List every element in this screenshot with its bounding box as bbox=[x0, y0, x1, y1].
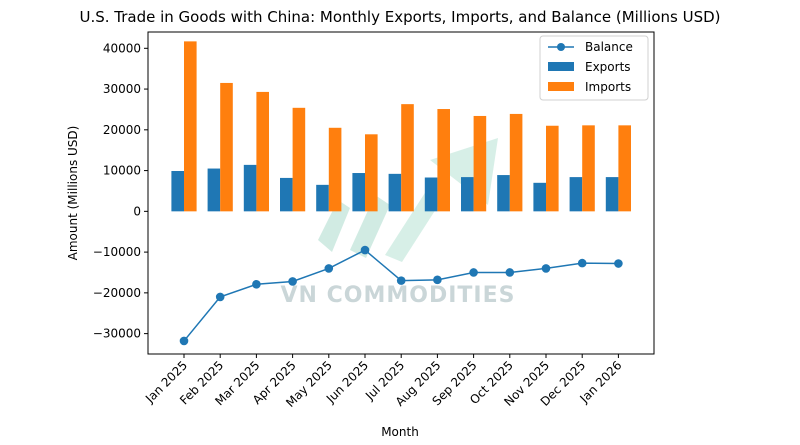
legend-imports-label: Imports bbox=[585, 80, 631, 94]
legend-balance-marker bbox=[557, 43, 565, 51]
imports-bar bbox=[582, 125, 595, 212]
imports-bar bbox=[292, 107, 306, 212]
imports-bar bbox=[401, 104, 414, 212]
imports-bar bbox=[184, 41, 197, 212]
imports-bar bbox=[328, 127, 342, 212]
balance-point bbox=[433, 275, 442, 285]
legend-balance-label: Balance bbox=[585, 40, 633, 54]
x-axis-label: Month bbox=[381, 425, 419, 439]
y-tick-label: 40000 bbox=[103, 41, 141, 55]
imports-bar bbox=[365, 134, 378, 212]
exports-bar bbox=[605, 177, 619, 212]
imports-bar bbox=[473, 115, 487, 212]
legend: Balance Exports Imports bbox=[539, 35, 649, 101]
legend-exports-swatch bbox=[548, 62, 574, 71]
exports-bar bbox=[388, 173, 402, 212]
imports-bar bbox=[618, 125, 631, 212]
watermark-text: VN COMMODITIES bbox=[281, 283, 516, 308]
y-tick-label: −10000 bbox=[93, 245, 141, 259]
exports-bar bbox=[243, 164, 257, 212]
exports-bar bbox=[207, 168, 221, 212]
exports-bar bbox=[461, 177, 474, 212]
y-tick-label: −20000 bbox=[93, 286, 141, 300]
balance-point bbox=[614, 259, 623, 268]
balance-point bbox=[179, 336, 189, 346]
balance-point bbox=[215, 292, 225, 302]
imports-bar bbox=[509, 113, 523, 212]
legend-exports-label: Exports bbox=[585, 60, 631, 74]
chart-title: U.S. Trade in Goods with China: Monthly … bbox=[79, 8, 720, 26]
balance-point bbox=[360, 245, 370, 255]
y-axis: 40000 30000 20000 10000 0 −10000 −20000 −30000 bbox=[93, 41, 148, 341]
balance-point bbox=[252, 280, 261, 289]
imports-bar bbox=[546, 125, 559, 212]
exports-bar bbox=[533, 182, 546, 212]
bars-layer bbox=[171, 41, 631, 212]
balance-point bbox=[541, 264, 551, 273]
y-axis-label: Amount (Millions USD) bbox=[66, 126, 80, 261]
balance-point bbox=[396, 276, 406, 285]
y-tick-label: 10000 bbox=[103, 164, 141, 178]
balance-point bbox=[469, 268, 478, 277]
balance-point bbox=[577, 258, 587, 268]
imports-bar bbox=[256, 91, 269, 212]
y-tick-label: −30000 bbox=[93, 327, 141, 341]
exports-bar bbox=[569, 177, 583, 212]
exports-bar bbox=[497, 175, 510, 212]
imports-bar bbox=[437, 109, 450, 212]
balance-point bbox=[324, 264, 334, 273]
balance-line-layer bbox=[179, 245, 623, 346]
balance-point bbox=[288, 277, 297, 286]
exports-bar bbox=[352, 173, 365, 212]
balance-point bbox=[505, 268, 515, 277]
exports-bar bbox=[280, 177, 293, 212]
legend-imports-swatch bbox=[548, 82, 574, 91]
exports-bar bbox=[316, 184, 329, 212]
exports-bar bbox=[424, 177, 438, 212]
y-tick-label: 0 bbox=[133, 204, 141, 218]
y-tick-label: 20000 bbox=[103, 123, 141, 137]
y-tick-label: 30000 bbox=[103, 82, 141, 96]
imports-bar bbox=[220, 82, 233, 212]
exports-bar bbox=[171, 170, 184, 212]
